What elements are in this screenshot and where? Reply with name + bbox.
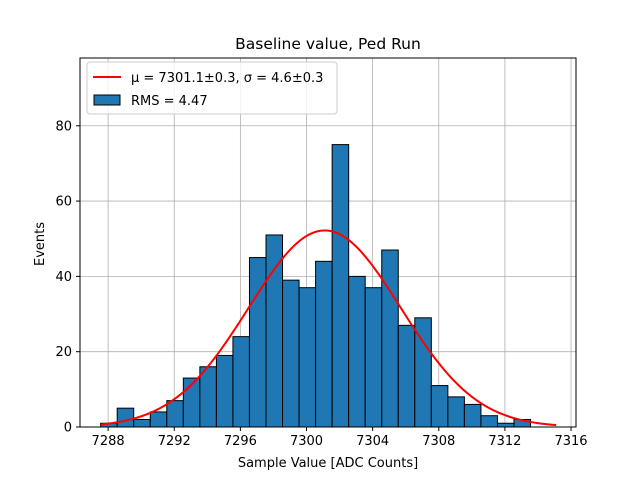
x-tick-label: 7308: [422, 434, 455, 449]
y-axis-ticks: 0 20 40 60 80: [55, 119, 80, 436]
y-tick-label: 80: [55, 119, 72, 134]
histogram-bar: [447, 396, 465, 428]
histogram-bar: [348, 275, 366, 428]
x-axis-ticks: 7288 7292 7296 7300 7304 7308 7312 7316: [92, 427, 588, 449]
legend-histogram-swatch: [93, 94, 121, 106]
histogram-bar: [430, 385, 449, 428]
y-axis-label: Events: [33, 222, 48, 266]
histogram-bar: [298, 287, 317, 428]
x-tick-label: 7312: [488, 434, 521, 449]
y-tick-label: 0: [64, 421, 72, 436]
histogram-bar: [315, 260, 333, 428]
x-tick-label: 7304: [356, 434, 389, 449]
histogram-bar: [480, 415, 498, 428]
y-tick-label: 20: [55, 345, 72, 360]
legend: μ = 7301.1±0.3, σ = 4.6±0.3 RMS = 4.47: [86, 61, 338, 115]
histogram-bar: [133, 418, 151, 428]
histogram-bar: [265, 234, 284, 428]
histogram-bar: [331, 144, 350, 428]
y-tick-label: 60: [55, 195, 72, 210]
x-tick-label: 7296: [224, 434, 257, 449]
gaussian-fit-curve: [101, 229, 557, 427]
histogram-bar: [381, 249, 399, 428]
axes-border: [79, 57, 577, 428]
x-tick-label: 7316: [554, 434, 587, 449]
legend-box: [86, 61, 338, 115]
histogram-bar: [496, 422, 515, 428]
x-tick-label: 7292: [158, 434, 191, 449]
axes-frame: [79, 57, 577, 428]
x-tick-label: 7288: [92, 434, 125, 449]
histogram-bar: [215, 354, 234, 428]
y-tick-label: 40: [55, 270, 72, 285]
histogram-bar: [166, 400, 184, 428]
x-axis-label: Sample Value [ADC Counts]: [238, 456, 418, 471]
histogram-bar: [199, 366, 217, 428]
histogram-bar: [463, 403, 482, 428]
histogram-bar: [232, 336, 250, 428]
legend-histogram-label: RMS = 4.47: [131, 94, 208, 109]
fit-curve-group: [101, 229, 557, 427]
x-tick-label: 7300: [290, 434, 323, 449]
legend-fit-label: μ = 7301.1±0.3, σ = 4.6±0.3: [131, 71, 323, 86]
histogram-bar: [149, 411, 168, 428]
histogram-bar: [364, 287, 383, 428]
histogram-bar: [397, 324, 416, 428]
chart-title: Baseline value, Ped Run: [235, 35, 421, 53]
histogram-bars: [100, 144, 532, 428]
histogram-bar: [282, 279, 300, 428]
histogram-bar: [116, 407, 135, 428]
